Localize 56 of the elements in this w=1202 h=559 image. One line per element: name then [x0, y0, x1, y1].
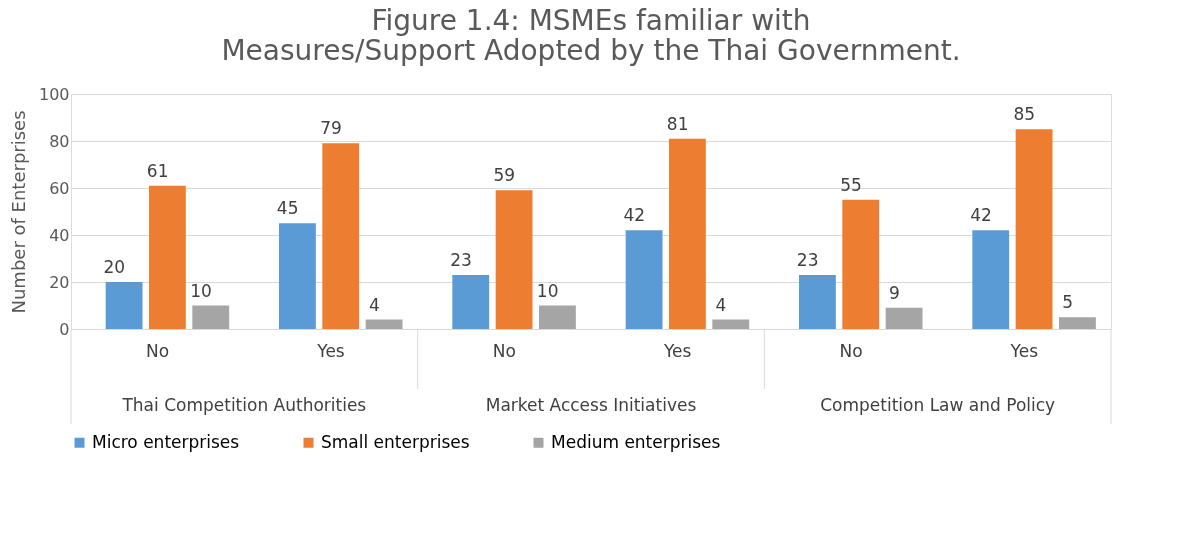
data-label: 45 [276, 198, 299, 219]
data-label: 59 [493, 165, 516, 186]
bar [799, 274, 836, 329]
y-tick-label: 0 [59, 319, 70, 339]
bar [105, 282, 143, 329]
data-label: 23 [796, 249, 819, 270]
x-tick-label: No [146, 340, 170, 361]
chart-title: Figure 1.4: MSMEs familiar with Measures/Support Adopted by the Thai Government. [221, 4, 961, 67]
bar [452, 274, 490, 329]
y-tick-label: 40 [49, 225, 70, 245]
text: Competition Law and Policy [820, 395, 1056, 415]
data-label: 85 [1013, 104, 1036, 125]
legend-label: Small enterprises [321, 431, 470, 452]
data-label: 42 [970, 205, 992, 226]
y-tick-label: 60 [49, 178, 70, 198]
data-label: 55 [840, 174, 862, 195]
data-label: 10 [536, 280, 559, 301]
data-label: 20 [103, 257, 126, 277]
y-tick-label: 80 [49, 131, 70, 151]
x-tick-label: No [492, 340, 516, 361]
bar [1015, 129, 1053, 329]
data-label: 81 [666, 113, 689, 134]
data-label: 4 [715, 294, 727, 315]
bar [495, 190, 533, 329]
bar [365, 319, 403, 329]
bar [842, 199, 880, 329]
x-tick-label: Yes [1009, 340, 1039, 361]
bar [279, 223, 316, 329]
bar [322, 143, 360, 329]
bar [712, 319, 750, 329]
text: Market Access Initiatives [485, 395, 697, 415]
y-tick-label: 20 [49, 272, 70, 292]
bar [539, 305, 576, 329]
bar [972, 230, 1010, 329]
data-label: 79 [320, 118, 342, 139]
data-label: 61 [146, 160, 169, 181]
legend-label: Medium enterprises [551, 431, 721, 452]
x-tick-label: Yes [316, 340, 345, 361]
data-label: 23 [450, 249, 472, 270]
data-label: 5 [1062, 292, 1074, 313]
text: Thai Competition Authorities [121, 395, 367, 415]
data-label: 42 [623, 205, 646, 226]
bar [885, 307, 923, 329]
legend-label: Micro enterprises [92, 431, 240, 452]
bar [669, 138, 706, 329]
x-tick-label: No [839, 340, 863, 361]
bar [149, 185, 186, 329]
bar [625, 230, 663, 329]
data-label: 4 [368, 294, 380, 315]
data-label: 9 [888, 282, 900, 303]
bar [1059, 317, 1096, 329]
x-tick-label: Yes [662, 340, 692, 361]
bar [192, 305, 230, 329]
y-axis-title: Number of Enterprises [7, 110, 29, 314]
y-tick-label: 100 [38, 84, 70, 104]
data-label: 10 [190, 280, 212, 301]
